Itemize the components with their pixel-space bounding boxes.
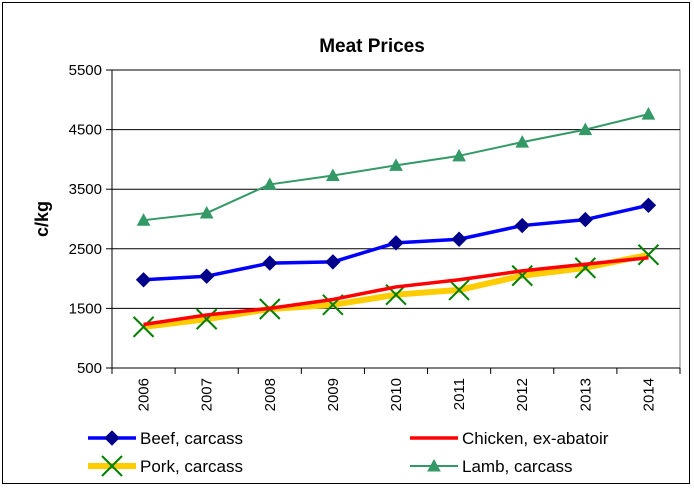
x-tick-label: 2010 bbox=[388, 378, 405, 411]
x-tick-label: 2006 bbox=[136, 378, 153, 411]
chart-title: Meat Prices bbox=[319, 36, 425, 57]
y-axis-label: c/kg bbox=[32, 201, 52, 237]
legend-label: Beef, carcass bbox=[140, 429, 243, 448]
x-tick-label: 2007 bbox=[199, 378, 216, 411]
data-point bbox=[574, 257, 597, 279]
data-point bbox=[637, 244, 660, 266]
x-tick-label: 2014 bbox=[640, 378, 657, 411]
series-line bbox=[143, 255, 649, 327]
data-point bbox=[326, 168, 340, 181]
series-lamb bbox=[136, 107, 656, 226]
legend: Beef, carcass Chicken, ex-abatoir Pork, ca… bbox=[88, 429, 609, 477]
legend-item: Beef, carcass bbox=[88, 429, 243, 448]
legend-marker bbox=[104, 430, 120, 446]
data-point bbox=[641, 107, 656, 120]
y-tick-label: 1500 bbox=[69, 300, 102, 317]
legend-item: Pork, carcass bbox=[88, 455, 243, 477]
x-tick-label: 2011 bbox=[451, 378, 468, 410]
legend-label: Lamb, carcass bbox=[462, 457, 573, 476]
data-point bbox=[388, 235, 404, 251]
legend-item: Chicken, ex-abatoir bbox=[410, 429, 609, 448]
data-point bbox=[132, 316, 155, 338]
data-point bbox=[262, 177, 277, 190]
y-tick-label: 3500 bbox=[69, 181, 102, 198]
data-point bbox=[448, 279, 470, 301]
legend-marker bbox=[101, 455, 123, 477]
series-chicken bbox=[143, 255, 649, 327]
data-point bbox=[451, 231, 467, 247]
data-point bbox=[199, 205, 214, 219]
x-axis-ticks: 2006 2007 2008 2009 2010 2011 2012 2013 2014 bbox=[111, 367, 681, 411]
data-point bbox=[577, 211, 594, 228]
y-axis-ticks: 500 1500 2500 3500 4500 5500 bbox=[69, 62, 113, 377]
data-point bbox=[640, 197, 657, 213]
data-point bbox=[515, 135, 530, 148]
legend-label: Chicken, ex-abatoir bbox=[462, 429, 609, 448]
x-tick-label: 2009 bbox=[325, 378, 342, 411]
y-tick-label: 2500 bbox=[69, 241, 102, 258]
data-point bbox=[452, 148, 466, 162]
data-point bbox=[262, 255, 278, 271]
x-tick-label: 2008 bbox=[262, 378, 279, 411]
data-point bbox=[198, 268, 215, 284]
data-point bbox=[195, 308, 218, 330]
data-point bbox=[514, 217, 530, 234]
x-tick-label: 2012 bbox=[514, 378, 531, 411]
y-tick-label: 4500 bbox=[69, 122, 102, 139]
data-point bbox=[135, 272, 152, 288]
series-beef bbox=[135, 197, 657, 288]
data-point bbox=[325, 254, 341, 270]
data-point bbox=[389, 158, 403, 171]
series-group bbox=[132, 107, 660, 338]
data-point bbox=[578, 122, 593, 136]
data-point bbox=[136, 213, 151, 226]
y-tick-label: 500 bbox=[77, 360, 102, 377]
legend-label: Pork, carcass bbox=[140, 457, 243, 476]
legend-item: Lamb, carcass bbox=[410, 457, 573, 476]
x-tick-label: 2013 bbox=[577, 378, 594, 411]
legend-marker bbox=[427, 458, 441, 472]
y-tick-label: 5500 bbox=[69, 62, 102, 79]
